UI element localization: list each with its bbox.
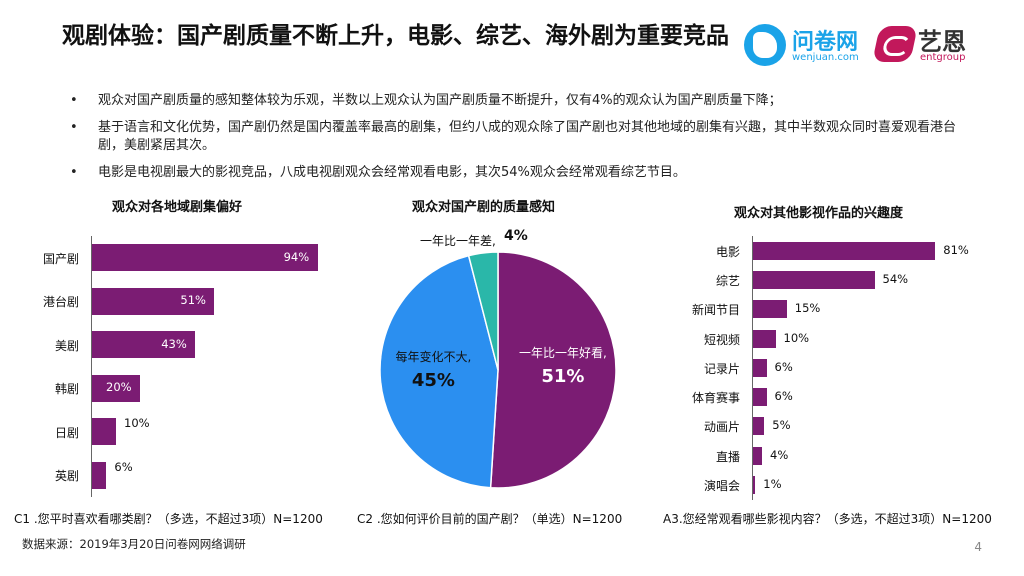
region-chart-title: 观众对各地域剧集偏好 — [112, 200, 243, 215]
bar-category-label: 新闻节目 — [691, 303, 740, 318]
bullet-text: 基于语言和文化优势，国产剧仍然是国内覆盖率最高的剧集，但约八成的观众除了国产剧也… — [98, 120, 957, 153]
bullet-dot: • — [70, 93, 78, 108]
entgroup-logo: 艺恩 entgroup — [872, 22, 996, 68]
bar-category-label: 演唱会 — [703, 479, 740, 494]
bar-category-label: 综艺 — [715, 273, 740, 288]
bar-value-label: 6% — [774, 389, 793, 404]
quality-chart-note: C2 .您如何评价目前的国产剧？（单选）N=1200 — [357, 512, 623, 526]
bar-value-label: 1% — [763, 477, 782, 492]
wenjuan-logo-text: 问卷网 — [792, 30, 859, 55]
bullet-item: • 基于语言和文化优势，国产剧仍然是国内覆盖率最高的剧集，但约八成的观众除了国产… — [70, 119, 980, 155]
bar-category-label: 短视频 — [703, 332, 740, 347]
bar — [92, 374, 140, 402]
bar-category-label: 英剧 — [54, 469, 79, 484]
bar-category-label: 美剧 — [54, 338, 79, 353]
bar-value-label: 81% — [943, 242, 969, 257]
bar-value-label: 6% — [114, 459, 133, 474]
page-number: 4 — [974, 540, 982, 554]
wenjuan-logo-icon — [744, 24, 786, 66]
summary-bullets: • 观众对国产剧质量的感知整体较为乐观，半数以上观众认为国产剧质量不断提升，仅有… — [70, 92, 980, 191]
bar — [753, 300, 787, 319]
bar-category-label: 韩剧 — [54, 382, 79, 397]
content-chart-note: A3.您经常观看哪些影视内容？（多选，不超过3项）N=1200 — [663, 512, 992, 526]
entgroup-logo-en: entgroup — [920, 52, 966, 63]
bar-value-label: 15% — [794, 301, 821, 316]
bar-value-label: 5% — [772, 418, 791, 433]
bar — [753, 329, 776, 348]
bar-category-label: 港台剧 — [42, 295, 79, 310]
bar-axis — [91, 236, 92, 497]
bullet-item: • 观众对国产剧质量的感知整体较为乐观，半数以上观众认为国产剧质量不断提升，仅有… — [70, 92, 980, 110]
bar-category-label: 直播 — [715, 449, 740, 464]
bar — [753, 476, 756, 495]
bar-category-label: 国产剧 — [42, 251, 79, 266]
page-title: 观剧体验：国产剧质量不断上升，电影、综艺、海外剧为重要竞品 — [62, 23, 729, 49]
bar — [753, 358, 767, 377]
pie-slice-label: 一年比一年差, — [420, 234, 496, 248]
bar — [92, 461, 107, 489]
pie-slice-percent: 4% — [504, 228, 528, 244]
region-chart-note: C1 .您平时喜欢看哪类剧？（多选，不超过3项）N=1200 — [14, 512, 323, 526]
wenjuan-logo-url: wenjuan.com — [792, 52, 859, 63]
bullet-item: • 电影是电视剧最大的影视竞品，八成电视剧观众会经常观看电影，其次54%观众会经… — [70, 164, 980, 182]
bar-axis — [752, 236, 753, 500]
bar-value-label: 51% — [180, 293, 206, 308]
content-chart-title: 观众对其他影视作品的兴趣度 — [734, 206, 904, 221]
bar-value-label: 10% — [783, 330, 810, 345]
pie-slice-percent: 51% — [541, 366, 585, 388]
entgroup-logo-icon — [872, 26, 918, 62]
bar-category-label: 记录片 — [703, 361, 740, 376]
bullet-text: 电影是电视剧最大的影视竞品，八成电视剧观众会经常观看电影，其次54%观众会经常观… — [98, 165, 686, 180]
bar — [753, 388, 767, 407]
bar-value-label: 54% — [882, 271, 909, 286]
quality-pie-chart — [379, 251, 617, 489]
pie-slice — [489, 251, 617, 489]
bullet-text: 观众对国产剧质量的感知整体较为乐观，半数以上观众认为国产剧质量不断提升，仅有4%… — [98, 93, 782, 108]
bar-value-label: 6% — [774, 359, 793, 374]
bar — [92, 331, 196, 359]
pie-slice-label: 一年比一年好看, — [518, 346, 607, 361]
bullet-dot: • — [70, 120, 78, 135]
bar — [92, 244, 318, 272]
bar-value-label: 10% — [124, 416, 150, 431]
bar — [753, 446, 762, 465]
bullet-dot: • — [70, 165, 78, 180]
bar — [92, 287, 215, 315]
pie-slice-label: 每年变化不大, — [395, 350, 472, 365]
bar-value-label: 43% — [161, 336, 187, 351]
pie-slice — [379, 254, 499, 489]
bar — [753, 417, 765, 436]
bar-value-label: 94% — [283, 249, 310, 264]
data-source: 数据来源：2019年3月20日问卷网网络调研 — [22, 537, 246, 551]
bar-value-label: 20% — [106, 380, 132, 395]
bar-category-label: 动画片 — [703, 420, 740, 435]
quality-chart-title: 观众对国产剧的质量感知 — [412, 200, 556, 215]
bar-category-label: 体育赛事 — [691, 391, 740, 406]
wenjuan-logo: 问卷网 wenjuan.com — [744, 22, 864, 68]
bar — [753, 241, 936, 260]
pie-slice — [467, 251, 499, 371]
bar — [753, 270, 875, 289]
bar-category-label: 电影 — [715, 244, 740, 259]
bar-category-label: 日剧 — [54, 425, 79, 440]
entgroup-logo-text: 艺恩 — [918, 28, 966, 56]
bar-value-label: 4% — [770, 447, 789, 462]
pie-slice-percent: 45% — [411, 370, 455, 392]
bar — [92, 418, 116, 446]
